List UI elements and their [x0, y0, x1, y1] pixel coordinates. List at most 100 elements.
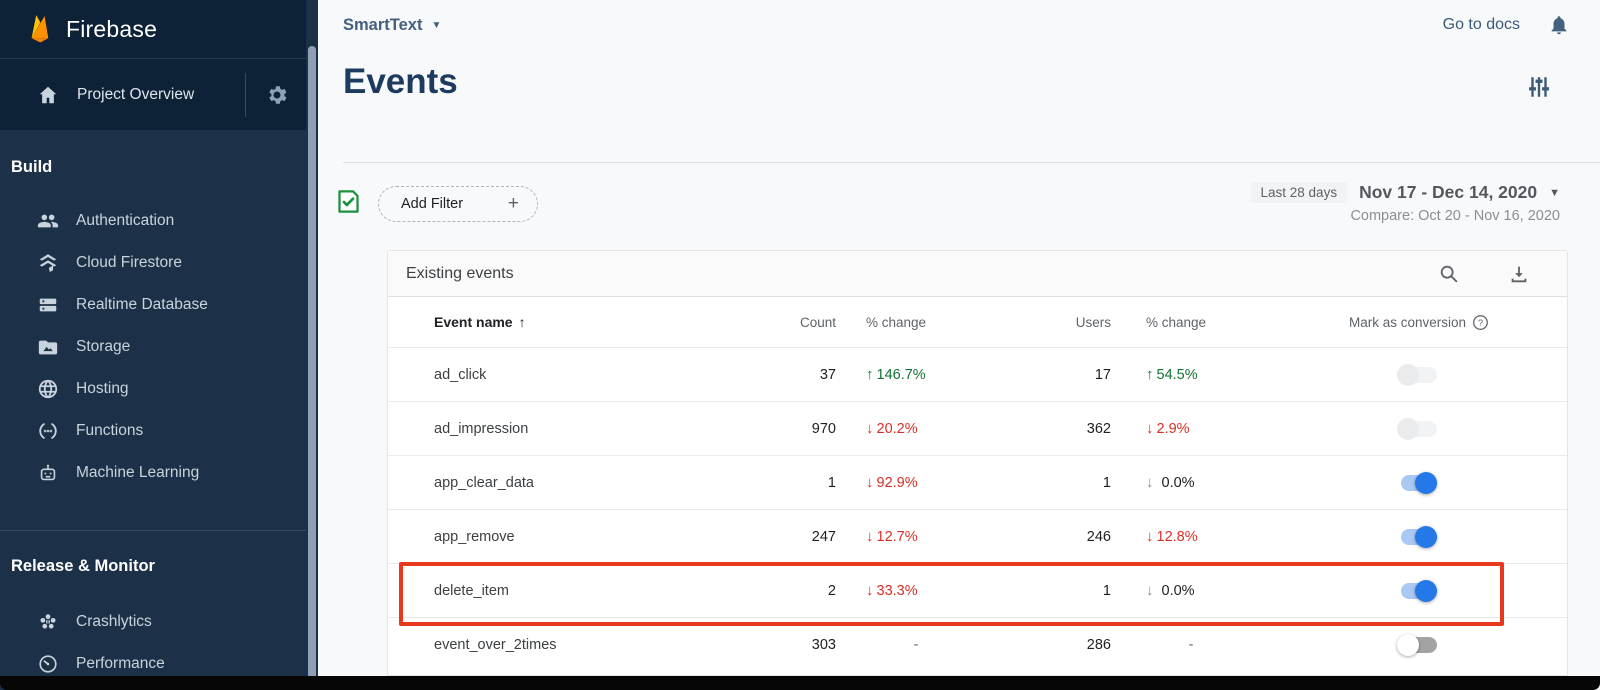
column-users: Users	[1075, 314, 1111, 330]
main-content: SmartText ▼ Go to docs Events	[318, 0, 1600, 690]
storage-icon	[37, 336, 59, 358]
column-count: Count	[799, 314, 836, 330]
arrow-down-icon: ↓	[866, 474, 874, 491]
help-icon[interactable]: ?	[1472, 314, 1489, 331]
add-filter-button[interactable]: Add Filter +	[378, 186, 538, 222]
sidebar-item-realtime-database[interactable]: Realtime Database	[0, 284, 306, 326]
sidebar-item-label: Performance	[76, 655, 165, 672]
project-name: SmartText	[343, 16, 423, 34]
project-switcher[interactable]: SmartText ▼	[343, 16, 441, 35]
firebase-brand[interactable]: Firebase	[0, 0, 306, 58]
event-name-cell: event_over_2times	[434, 636, 557, 653]
home-icon	[39, 86, 57, 103]
sidebar-item-crashlytics[interactable]: Crashlytics	[0, 601, 306, 643]
sidebar-item-performance[interactable]: Performance	[0, 643, 306, 685]
firestore-icon	[37, 252, 59, 274]
firebase-flame-icon	[31, 15, 49, 43]
percent-change-value: 2.9%	[1156, 420, 1190, 437]
project-settings-button[interactable]	[265, 83, 289, 112]
conversion-toggle[interactable]	[1399, 525, 1439, 548]
arrow-up-icon: ↑	[866, 366, 874, 383]
existing-events-card: Existing events Event name ↑ Count	[387, 250, 1568, 676]
users-change-cell: ↓ 0.0%	[1111, 582, 1271, 599]
sidebar-item-functions[interactable]: Functions	[0, 410, 306, 452]
count-cell: 247	[811, 528, 836, 545]
gear-icon	[269, 86, 287, 104]
conversion-toggle[interactable]	[1397, 417, 1439, 440]
users-cell: 286	[1086, 636, 1111, 653]
download-button[interactable]	[1508, 263, 1530, 290]
users-change-cell: -	[1188, 636, 1194, 653]
arrow-down-icon: ↓	[866, 582, 874, 599]
percent-change-value: 0.0%	[1161, 582, 1195, 599]
table-row: ad_click 37 ↑ 146.7% 17 ↑ 54.5%	[388, 347, 1567, 401]
robot-icon	[37, 462, 59, 484]
users-cell: 362	[1086, 420, 1111, 437]
users-cell: 246	[1086, 528, 1111, 545]
go-to-docs-link[interactable]: Go to docs	[1442, 16, 1520, 33]
data-status-icon	[335, 188, 362, 220]
database-icon	[37, 294, 59, 316]
users-change-cell: ↓ 2.9%	[1111, 420, 1271, 437]
sidebar-section: Release & Monitor Crashlytics Performanc…	[0, 530, 306, 685]
column-event-name[interactable]: Event name ↑	[434, 314, 526, 330]
sidebar-scrollbar[interactable]	[306, 0, 318, 690]
count-change-cell: ↓ 33.3%	[836, 582, 996, 599]
divider	[245, 73, 246, 117]
people-icon	[37, 210, 59, 232]
table-row: event_over_2times 303 - 286 -	[388, 617, 1567, 671]
count-cell: 2	[827, 582, 836, 599]
table-header-row: Event name ↑ Count % change Users % chang…	[388, 297, 1567, 347]
compare-range-text: Compare: Oct 20 - Nov 16, 2020	[1350, 208, 1560, 224]
sort-ascending-icon: ↑	[518, 314, 526, 330]
conversion-toggle[interactable]	[1397, 633, 1439, 656]
count-cell: 37	[819, 366, 836, 383]
percent-change-value: 20.2%	[876, 420, 918, 437]
table-body: ad_click 37 ↑ 146.7% 17 ↑ 54.5% ad_impress…	[388, 347, 1567, 671]
sidebar-section-label: Build	[11, 158, 53, 176]
percent-change-value: 33.3%	[876, 582, 918, 599]
users-cell: 17	[1094, 366, 1111, 383]
plus-icon: +	[507, 193, 519, 214]
sidebar-item-hosting[interactable]: Hosting	[0, 368, 306, 410]
arrow-down-icon: ↓	[1146, 528, 1154, 545]
sidebar-item-project-overview[interactable]: Project Overview	[0, 58, 306, 130]
percent-change-value: 12.8%	[1156, 528, 1198, 545]
arrow-down-icon: ↓	[866, 528, 874, 545]
table-row: ad_impression 970 ↓ 20.2% 362 ↓ 2.9%	[388, 401, 1567, 455]
sidebar-item-label: Realtime Database	[76, 296, 208, 313]
search-icon	[1440, 265, 1458, 283]
scrollbar-thumb[interactable]	[308, 46, 316, 690]
date-range-selector[interactable]: Last 28 days Nov 17 - Dec 14, 2020 ▼	[1250, 182, 1560, 203]
count-cell: 970	[811, 420, 836, 437]
sidebar-item-label: Authentication	[76, 212, 175, 229]
event-name-cell: app_remove	[434, 528, 515, 545]
sidebar-item-label: Cloud Firestore	[76, 254, 182, 271]
sidebar-item-authentication[interactable]: Authentication	[0, 200, 306, 242]
count-change-cell: ↑ 146.7%	[836, 366, 996, 383]
tune-icon	[1529, 77, 1549, 97]
column-users-change: % change	[1146, 314, 1207, 330]
arrow-down-icon: ↓	[1146, 474, 1154, 491]
bell-icon[interactable]	[1548, 14, 1570, 36]
count-change-cell: ↓ 92.9%	[836, 474, 996, 491]
percent-change-value: 92.9%	[876, 474, 918, 491]
functions-icon	[37, 420, 59, 442]
sidebar-item-storage[interactable]: Storage	[0, 326, 306, 368]
arrow-up-icon: ↑	[1146, 366, 1154, 383]
conversion-toggle[interactable]	[1399, 471, 1439, 494]
sidebar-item-label: Storage	[76, 338, 131, 355]
svg-text:?: ?	[1478, 317, 1483, 327]
search-button[interactable]	[1438, 263, 1460, 290]
conversion-toggle[interactable]	[1397, 363, 1439, 386]
percent-change-value: 0.0%	[1161, 474, 1195, 491]
sidebar-item-cloud-firestore[interactable]: Cloud Firestore	[0, 242, 306, 284]
divider	[343, 162, 1600, 163]
sidebar-section-label: Release & Monitor	[11, 557, 155, 575]
brand-name: Firebase	[66, 15, 158, 42]
conversion-toggle[interactable]	[1399, 579, 1439, 602]
filter-settings-button[interactable]	[1526, 74, 1552, 105]
sidebar-item-machine-learning[interactable]: Machine Learning	[0, 452, 306, 494]
percent-change-value: 146.7%	[876, 366, 926, 383]
